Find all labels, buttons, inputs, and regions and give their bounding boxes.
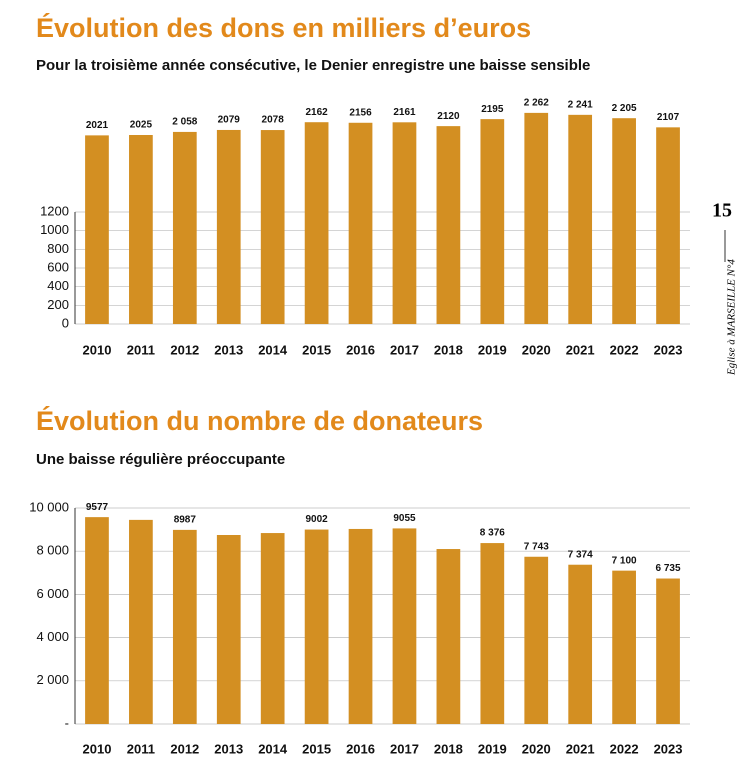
y-tick-label: 2 000 bbox=[36, 672, 69, 687]
bar bbox=[612, 570, 636, 724]
y-tick-label: 1200 bbox=[40, 203, 69, 218]
bar bbox=[260, 533, 285, 724]
page-number: 15 bbox=[712, 200, 732, 222]
x-tick-label: 2021 bbox=[566, 741, 595, 756]
bar bbox=[216, 535, 241, 724]
value-label: 2 205 bbox=[612, 103, 637, 114]
value-label: 8 376 bbox=[480, 528, 505, 539]
x-tick-label: 2022 bbox=[610, 342, 639, 357]
x-tick-label: 2019 bbox=[478, 342, 507, 357]
y-tick-label: 0 bbox=[62, 315, 69, 330]
y-tick-label: 200 bbox=[47, 297, 69, 312]
value-label: 2120 bbox=[437, 111, 460, 122]
x-tick-label: 2012 bbox=[170, 342, 199, 357]
x-tick-label: 2017 bbox=[390, 741, 419, 756]
x-tick-label: 2023 bbox=[654, 741, 683, 756]
y-tick-label: 600 bbox=[47, 259, 69, 274]
value-label: 2 262 bbox=[524, 98, 549, 109]
bar bbox=[85, 135, 109, 324]
y-tick-label: 10 000 bbox=[29, 499, 69, 514]
chart-subtitle: Pour la troisième année consécutive, le … bbox=[36, 57, 590, 74]
bar bbox=[656, 578, 680, 724]
value-label: 2107 bbox=[657, 112, 680, 123]
x-tick-label: 2020 bbox=[522, 741, 551, 756]
bar bbox=[436, 549, 461, 724]
bar bbox=[524, 112, 549, 324]
bar bbox=[436, 126, 461, 324]
value-label: 2025 bbox=[130, 120, 153, 131]
value-label: 2079 bbox=[218, 115, 241, 126]
bar bbox=[392, 528, 417, 724]
bar bbox=[129, 519, 153, 724]
x-tick-label: 2018 bbox=[434, 342, 463, 357]
x-tick-label: 2010 bbox=[83, 741, 112, 756]
x-tick-label: 2018 bbox=[434, 741, 463, 756]
value-label: 2021 bbox=[86, 120, 109, 131]
bar bbox=[392, 122, 417, 324]
x-tick-label: 2015 bbox=[302, 741, 331, 756]
value-label: 2156 bbox=[349, 107, 372, 118]
bar bbox=[480, 543, 505, 724]
y-tick-label: 400 bbox=[47, 278, 69, 293]
bar bbox=[568, 564, 593, 724]
x-tick-label: 2015 bbox=[302, 342, 331, 357]
bar bbox=[348, 528, 373, 724]
value-label: 2078 bbox=[262, 115, 285, 126]
bar bbox=[524, 556, 549, 724]
x-tick-label: 2012 bbox=[170, 741, 199, 756]
x-tick-label: 2020 bbox=[522, 342, 551, 357]
value-label: 8987 bbox=[174, 515, 197, 526]
x-tick-label: 2023 bbox=[654, 342, 683, 357]
x-tick-label: 2014 bbox=[258, 741, 288, 756]
value-label: 6 735 bbox=[656, 563, 681, 574]
bar bbox=[304, 122, 329, 324]
y-tick-label: 6 000 bbox=[36, 586, 69, 601]
y-tick-label: - bbox=[65, 715, 69, 730]
bar bbox=[172, 131, 197, 324]
bar bbox=[612, 118, 636, 324]
bar bbox=[172, 529, 197, 724]
bar bbox=[568, 114, 593, 324]
bar bbox=[85, 517, 109, 724]
x-tick-label: 2013 bbox=[214, 342, 243, 357]
x-tick-label: 2019 bbox=[478, 741, 507, 756]
value-label: 7 100 bbox=[612, 555, 637, 566]
bar bbox=[216, 129, 241, 324]
value-label: 2162 bbox=[305, 107, 328, 118]
bar bbox=[656, 127, 680, 324]
x-tick-label: 2017 bbox=[390, 342, 419, 357]
bar bbox=[129, 135, 153, 324]
bar bbox=[348, 122, 373, 324]
bar bbox=[480, 119, 505, 324]
chart-title: Évolution des dons en milliers d’euros bbox=[36, 12, 531, 43]
value-label: 7 743 bbox=[524, 541, 549, 552]
y-tick-label: 4 000 bbox=[36, 629, 69, 644]
x-tick-label: 2011 bbox=[127, 342, 155, 357]
y-tick-label: 1000 bbox=[40, 222, 69, 237]
bar bbox=[260, 130, 285, 324]
chart-title: Évolution du nombre de donateurs bbox=[36, 405, 483, 436]
value-label: 2161 bbox=[393, 107, 416, 118]
y-tick-label: 800 bbox=[47, 241, 69, 256]
value-label: 7 374 bbox=[568, 549, 593, 560]
publication: Eglise à MARSEILLE N°4 bbox=[726, 259, 738, 376]
bar bbox=[304, 529, 329, 724]
value-label: 9002 bbox=[305, 514, 328, 525]
x-tick-label: 2014 bbox=[258, 342, 288, 357]
x-tick-label: 2010 bbox=[83, 342, 112, 357]
value-label: 9055 bbox=[393, 513, 416, 524]
value-label: 2 241 bbox=[568, 99, 593, 110]
x-tick-label: 2013 bbox=[214, 741, 243, 756]
y-tick-label: 8 000 bbox=[36, 543, 69, 558]
value-label: 2195 bbox=[481, 104, 504, 115]
x-tick-label: 2021 bbox=[566, 342, 595, 357]
x-tick-label: 2016 bbox=[346, 342, 375, 357]
x-tick-label: 2022 bbox=[610, 741, 639, 756]
x-tick-label: 2016 bbox=[346, 741, 375, 756]
value-label: 9577 bbox=[86, 502, 109, 513]
x-tick-label: 2011 bbox=[127, 741, 155, 756]
value-label: 2 058 bbox=[172, 117, 197, 128]
chart-subtitle: Une baisse régulière préoccupante bbox=[36, 451, 285, 468]
